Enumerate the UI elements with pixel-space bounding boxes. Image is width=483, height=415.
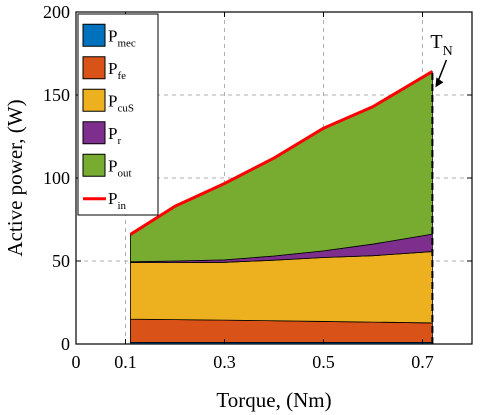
y-axis-title: Active power, (W) — [3, 99, 27, 256]
x-tick-label: 0.1 — [114, 352, 137, 372]
x-tick-label: 0.7 — [411, 352, 434, 372]
y-tick-label: 100 — [43, 168, 70, 188]
legend-label-fe: Pfe — [108, 59, 126, 82]
legend: Pmec Pfe PcuS Pr Pout Pin — [77, 13, 159, 216]
tick-layer: 0 0.1 0.3 0.5 0.7 0 50 100 150 200 — [43, 2, 472, 372]
legend-label-cus: PcuS — [108, 91, 134, 114]
legend-label-r: Pr — [108, 124, 121, 147]
tn-label: TN — [430, 31, 452, 59]
legend-swatch-r — [82, 121, 106, 145]
y-tick-label: 50 — [52, 251, 70, 271]
x-tick-label: 0.5 — [312, 352, 335, 372]
y-tick-label: 0 — [61, 334, 70, 354]
tn-annotation: TN — [430, 31, 453, 88]
legend-box — [77, 13, 159, 216]
line-p-in — [129, 70, 434, 236]
legend-swatch-fe — [82, 56, 106, 80]
y-tick-label: 200 — [43, 2, 70, 22]
legend-label-in: Pin — [108, 189, 127, 212]
legend-label-mec: Pmec — [108, 26, 136, 49]
tn-arrow-head — [435, 77, 444, 88]
x-tick-label: 0 — [72, 352, 81, 372]
x-tick-label: 0.3 — [213, 352, 236, 372]
x-axis-title: Torque, (Nm) — [216, 388, 331, 412]
legend-swatch-out — [82, 153, 106, 177]
legend-swatch-mec — [82, 23, 106, 47]
legend-swatch-cus — [82, 88, 106, 112]
y-tick-label: 150 — [43, 85, 70, 105]
legend-label-out: Pout — [108, 156, 132, 179]
area-layer — [129, 70, 434, 345]
